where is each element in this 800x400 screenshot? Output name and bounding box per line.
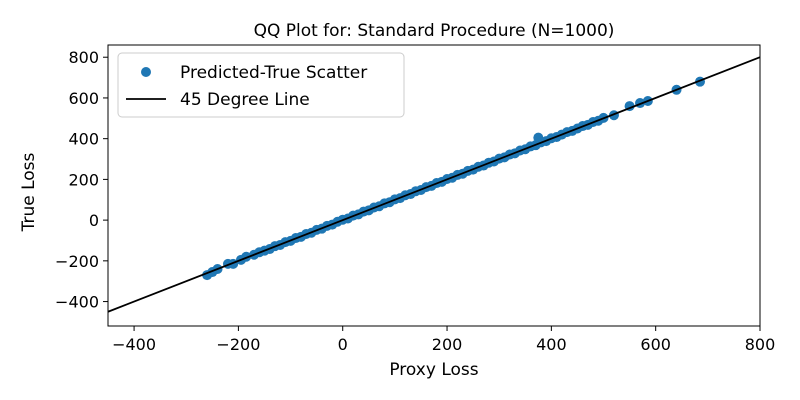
y-tick-label: 600 (68, 89, 99, 108)
y-tick-label: 800 (68, 48, 99, 67)
x-tick-label: −200 (216, 335, 260, 354)
y-tick-label: 200 (68, 170, 99, 189)
x-tick-label: −400 (112, 335, 156, 354)
y-tick-label: 0 (89, 211, 99, 230)
y-axis: −400 −200 0 200 400 600 800 (55, 48, 108, 312)
x-tick-label: 0 (338, 335, 348, 354)
x-axis: −400 −200 0 200 400 600 800 (112, 326, 775, 354)
y-tick-label: 400 (68, 130, 99, 149)
reference-line (108, 56, 760, 313)
plot-area (107, 44, 761, 327)
y-tick-label: −200 (55, 252, 99, 271)
x-tick-label: 400 (536, 335, 567, 354)
legend-label-scatter: Predicted-True Scatter (180, 63, 367, 83)
x-tick-label: 600 (640, 335, 671, 354)
plot-frame (107, 44, 761, 327)
legend-marker-scatter (141, 67, 151, 77)
y-axis-label: True Loss (19, 152, 39, 232)
legend: Predicted-True Scatter 45 Degree Line (117, 52, 405, 118)
x-tick-label: 200 (432, 335, 463, 354)
legend-label-line: 45 Degree Line (180, 90, 310, 110)
x-axis-label: Proxy Loss (389, 360, 478, 380)
chart-title: QQ Plot for: Standard Procedure (N=1000) (254, 21, 615, 41)
legend-box (117, 52, 405, 118)
x-tick-label: 800 (745, 335, 776, 354)
y-tick-label: −400 (55, 293, 99, 312)
plot-content (108, 56, 760, 313)
